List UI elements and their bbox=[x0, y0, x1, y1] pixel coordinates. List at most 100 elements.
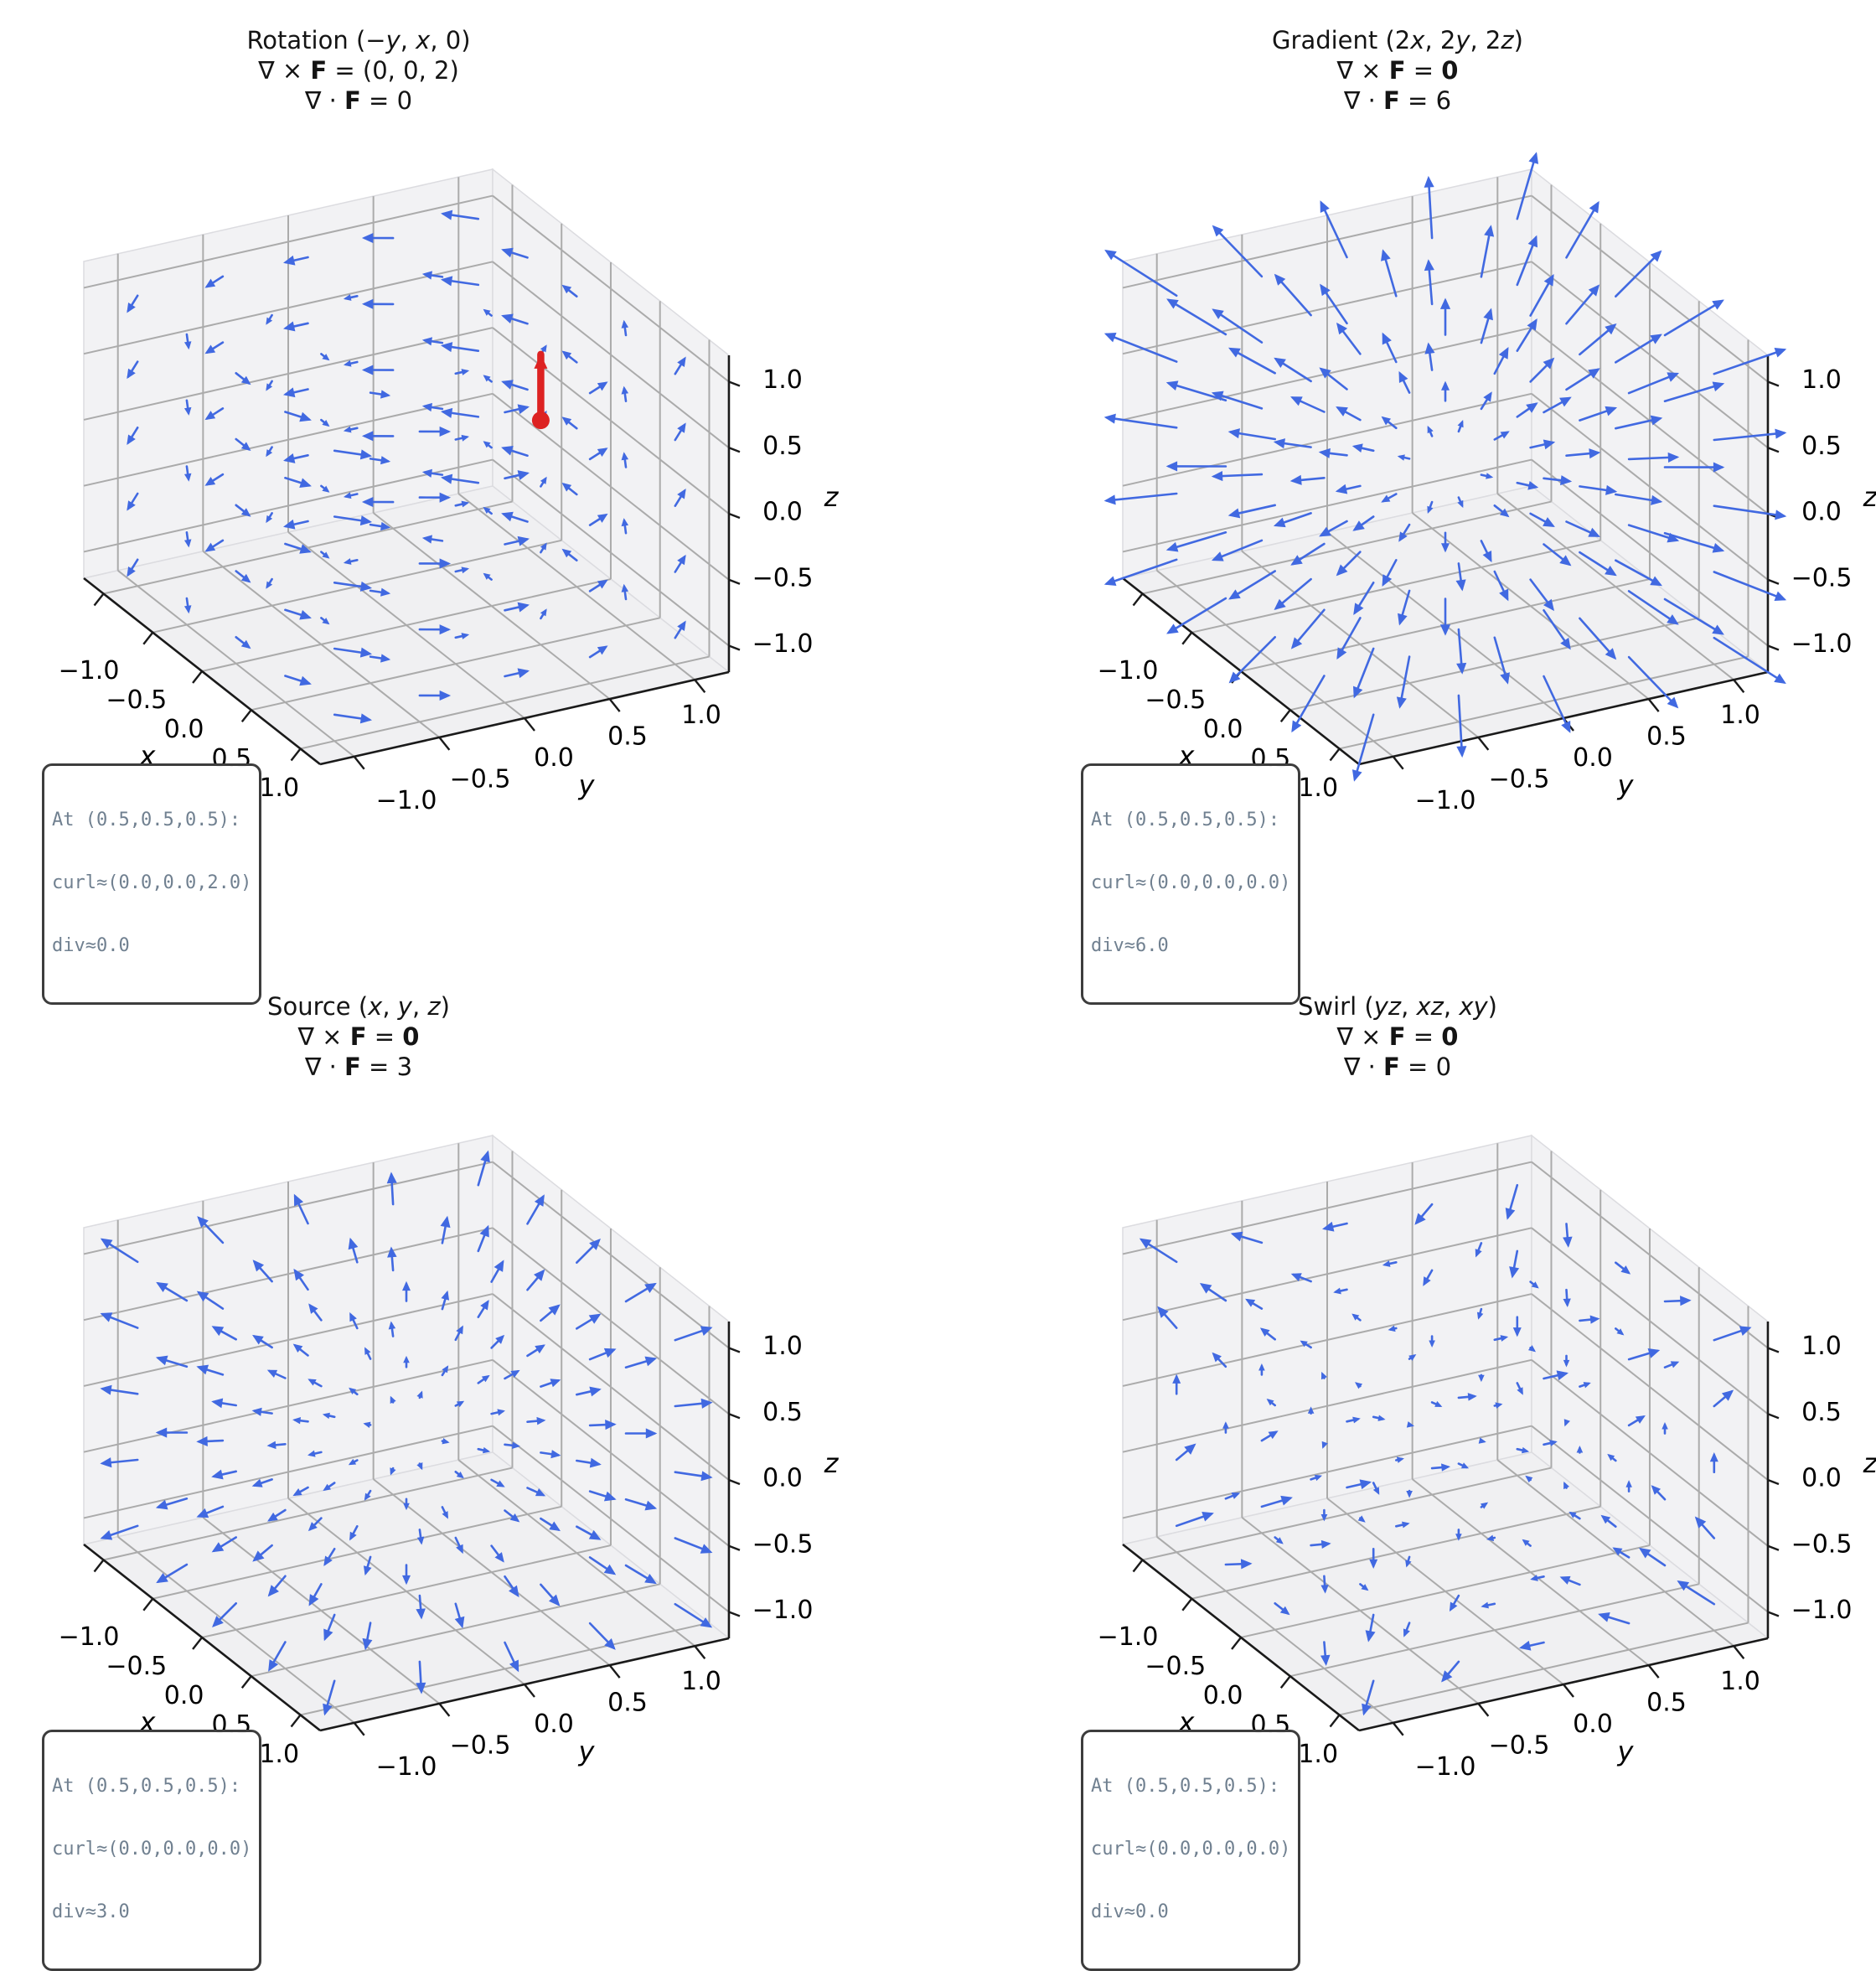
y-tick-label: 0.0 bbox=[534, 743, 574, 773]
quiver-arrowhead bbox=[324, 356, 328, 360]
y-tick-label: 0.0 bbox=[534, 1710, 574, 1739]
quiver-arrowhead bbox=[1354, 1315, 1357, 1318]
title-segment: ) bbox=[441, 992, 450, 1021]
y-tick bbox=[1478, 1704, 1488, 1716]
z-tick-label: −0.5 bbox=[1791, 563, 1853, 592]
z-tick-label: 0.5 bbox=[762, 1398, 803, 1427]
title-segment: x bbox=[1410, 26, 1424, 54]
quiver-arrowhead bbox=[1410, 1356, 1413, 1359]
quiver-arrowhead bbox=[1713, 301, 1722, 308]
x-tick bbox=[1281, 710, 1290, 722]
quiver-arrowhead bbox=[542, 545, 545, 548]
subplot-rotation: Rotation (−y, x, 0) ∇ × F = (0, 0, 2) ∇ … bbox=[0, 0, 938, 873]
title-segment: F bbox=[310, 56, 327, 85]
quiver-arrowhead bbox=[443, 1440, 447, 1443]
title-segment: ∇ × bbox=[1337, 56, 1389, 85]
x-tick bbox=[292, 748, 301, 760]
subplot-title: Gradient (2x, 2y, 2z) ∇ × F = 0 ∇ · F = … bbox=[1272, 25, 1523, 116]
quiver-arrowhead bbox=[1480, 1376, 1483, 1379]
y-tick-label: 1.0 bbox=[1720, 1667, 1760, 1696]
title-segment: 0 bbox=[1441, 56, 1458, 85]
title-line-1: Gradient (2x, 2y, 2z) bbox=[1272, 25, 1523, 55]
x-tick bbox=[95, 593, 104, 605]
z-tick-label: 1.0 bbox=[762, 1332, 803, 1361]
quiver-arrowhead bbox=[366, 1423, 370, 1426]
title-segment: F bbox=[344, 86, 361, 115]
title-segment: z bbox=[1501, 26, 1513, 54]
quiver-arrowhead bbox=[1663, 1425, 1667, 1428]
y-tick bbox=[695, 1646, 705, 1658]
title-line-div: ∇ · F = 6 bbox=[1272, 85, 1523, 116]
quiver-arrowhead bbox=[405, 1504, 408, 1508]
subplot-title: Rotation (−y, x, 0) ∇ × F = (0, 0, 2) ∇ … bbox=[246, 25, 470, 116]
title-segment: ) bbox=[1514, 26, 1523, 54]
z-tick-label: −1.0 bbox=[1791, 629, 1853, 659]
quiver-arrowhead bbox=[1776, 512, 1785, 519]
x-tick bbox=[1134, 593, 1143, 605]
annotation-line: curl≈(0.0,0.0,2.0) bbox=[52, 872, 251, 893]
y-tick bbox=[1393, 1723, 1403, 1736]
annotation-line: At (0.5,0.5,0.5): bbox=[52, 1776, 251, 1797]
title-segment: , 0) bbox=[430, 26, 470, 54]
annotation-line: curl≈(0.0,0.0,0.0) bbox=[1091, 872, 1290, 893]
z-tick bbox=[729, 382, 740, 386]
z-tick-label: −0.5 bbox=[1791, 1529, 1853, 1559]
y-tick bbox=[1734, 1646, 1744, 1658]
z-tick-label: 0.5 bbox=[1801, 432, 1842, 461]
x-tick bbox=[193, 1637, 202, 1649]
y-tick-label: 1.0 bbox=[681, 1667, 721, 1696]
quiver-arrowhead bbox=[542, 347, 545, 350]
y-tick-label: −1.0 bbox=[376, 786, 437, 815]
quiver-arrowhead bbox=[324, 554, 328, 557]
y-tick-label: 0.5 bbox=[607, 1689, 648, 1718]
x-tick-label: 1.0 bbox=[259, 1740, 299, 1769]
quiver-arrowhead bbox=[1775, 675, 1784, 682]
x-tick-label: −0.5 bbox=[1145, 1652, 1206, 1681]
x-tick-label: 0.0 bbox=[1203, 1681, 1243, 1710]
title-segment: = 0 bbox=[1400, 1053, 1451, 1081]
quiver-arrowhead bbox=[1482, 1504, 1486, 1508]
annotation-line: div≈6.0 bbox=[1091, 935, 1290, 956]
title-segment: F bbox=[1389, 1022, 1406, 1051]
x-tick bbox=[193, 671, 202, 683]
y-tick-label: 1.0 bbox=[681, 701, 721, 730]
y-tick-label: 0.5 bbox=[1646, 1689, 1687, 1718]
z-tick-label: −1.0 bbox=[1791, 1596, 1853, 1625]
z-tick-label: 0.0 bbox=[1801, 498, 1842, 527]
title-line-div: ∇ · F = 3 bbox=[267, 1052, 450, 1082]
title-segment: , bbox=[1444, 992, 1459, 1021]
quiver-arrowhead bbox=[485, 311, 488, 314]
subplot-source: Source (x, y, z) ∇ × F = 0 ∇ · F = 3 −1.… bbox=[0, 966, 938, 1839]
quiver-arrowhead bbox=[1530, 1348, 1533, 1351]
curl-div-annotation: At (0.5,0.5,0.5): curl≈(0.0,0.0,0.0) div… bbox=[1081, 763, 1300, 1005]
title-segment: yz bbox=[1374, 992, 1401, 1021]
y-tick-label: −0.5 bbox=[450, 765, 511, 794]
quiver-arrowhead bbox=[1610, 1456, 1613, 1459]
x-tick bbox=[292, 1715, 301, 1726]
x-tick-label: 1.0 bbox=[259, 773, 299, 803]
quiver-arrowhead bbox=[1775, 593, 1784, 600]
quiver-arrowhead bbox=[485, 376, 488, 380]
z-tick bbox=[729, 580, 740, 584]
title-segment: ∇ · bbox=[305, 86, 344, 115]
title-segment: , bbox=[412, 992, 427, 1021]
x-tick bbox=[1182, 1599, 1191, 1611]
quiver-arrowhead bbox=[1354, 771, 1361, 779]
title-segment: = bbox=[1406, 56, 1442, 85]
x-tick bbox=[95, 1560, 104, 1571]
quiver-arrowhead bbox=[483, 1377, 488, 1380]
quiver-arrowhead bbox=[1457, 1535, 1460, 1539]
z-tick-label: 0.5 bbox=[762, 432, 803, 461]
quiver-arrowhead bbox=[1398, 1458, 1402, 1461]
title-segment: Rotation ( bbox=[246, 26, 365, 54]
y-tick-label: 0.5 bbox=[1646, 722, 1687, 752]
x-tick bbox=[143, 633, 152, 644]
y-axis-label: y bbox=[1617, 1736, 1635, 1767]
x-tick bbox=[1182, 633, 1191, 644]
z-tick bbox=[729, 1546, 740, 1550]
quiver-arrowhead bbox=[1323, 1515, 1326, 1518]
y-tick bbox=[354, 757, 364, 769]
x-tick-label: 1.0 bbox=[1298, 773, 1338, 803]
quiver-arrowhead bbox=[1357, 1384, 1361, 1387]
title-segment: ) bbox=[1488, 992, 1497, 1021]
